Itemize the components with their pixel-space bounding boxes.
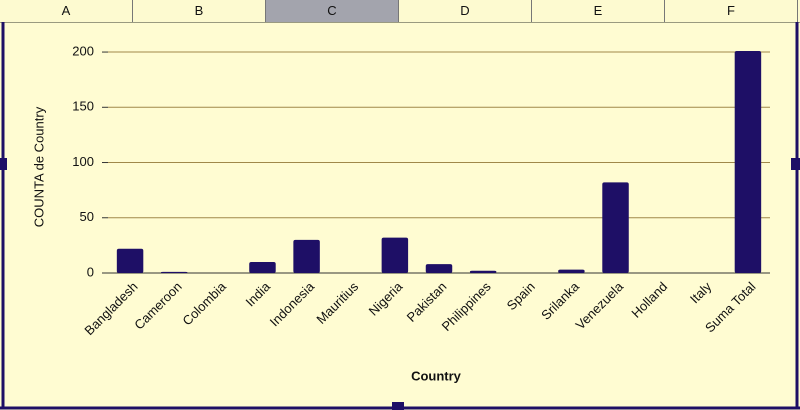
column-header[interactable]: F [665, 0, 798, 22]
y-tick-label: 0 [87, 264, 94, 279]
column-header[interactable]: D [399, 0, 532, 22]
bar [160, 271, 188, 273]
y-axis-title: COUNTA de Country [31, 106, 46, 227]
y-tick-label: 100 [72, 154, 94, 169]
bar [469, 270, 497, 273]
resize-handle[interactable] [0, 158, 7, 170]
bar [381, 237, 409, 273]
x-tick-label: India [242, 278, 273, 309]
column-header[interactable]: B [133, 0, 266, 22]
x-tick-label: Cameroon [131, 279, 185, 333]
x-tick-label: Venezuela [573, 278, 627, 332]
y-tick-label: 50 [80, 209, 94, 224]
x-tick-label: Nigeria [366, 278, 406, 318]
resize-handle[interactable] [392, 402, 404, 410]
column-header[interactable]: A [0, 0, 133, 22]
y-tick-label: 200 [72, 43, 94, 58]
chart: COUNTA de Country Country 0 50 100 150 200 Ba… [0, 22, 800, 410]
x-axis-title: Country [411, 368, 462, 383]
bar [734, 50, 762, 273]
column-header[interactable]: E [532, 0, 665, 22]
bar [249, 261, 276, 273]
y-tick-label: 150 [72, 99, 94, 114]
x-tick-label: Holland [628, 279, 670, 321]
bar [116, 248, 144, 273]
x-tick-label: Italy [687, 279, 715, 307]
x-tick-label: Srilanka [538, 278, 582, 322]
bar [602, 182, 629, 273]
column-headers: A B C D E F [0, 0, 800, 23]
x-tick-label: Indonesia [267, 278, 318, 329]
x-tick-label: Pakistan [404, 279, 450, 325]
column-header[interactable]: C [266, 0, 399, 22]
x-tick-label: Bangladesh [81, 279, 140, 338]
bar [558, 269, 585, 273]
x-tick-label: Philippines [439, 279, 494, 334]
bar [425, 264, 453, 273]
x-tick-label: Spain [504, 279, 538, 313]
bar [293, 239, 320, 273]
x-tick-label: Colombia [179, 278, 229, 328]
resize-handle[interactable] [791, 158, 800, 170]
x-tick-label: Mauritius [313, 279, 361, 327]
